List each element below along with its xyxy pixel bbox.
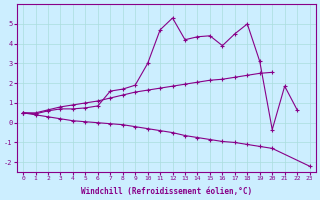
X-axis label: Windchill (Refroidissement éolien,°C): Windchill (Refroidissement éolien,°C): [81, 187, 252, 196]
